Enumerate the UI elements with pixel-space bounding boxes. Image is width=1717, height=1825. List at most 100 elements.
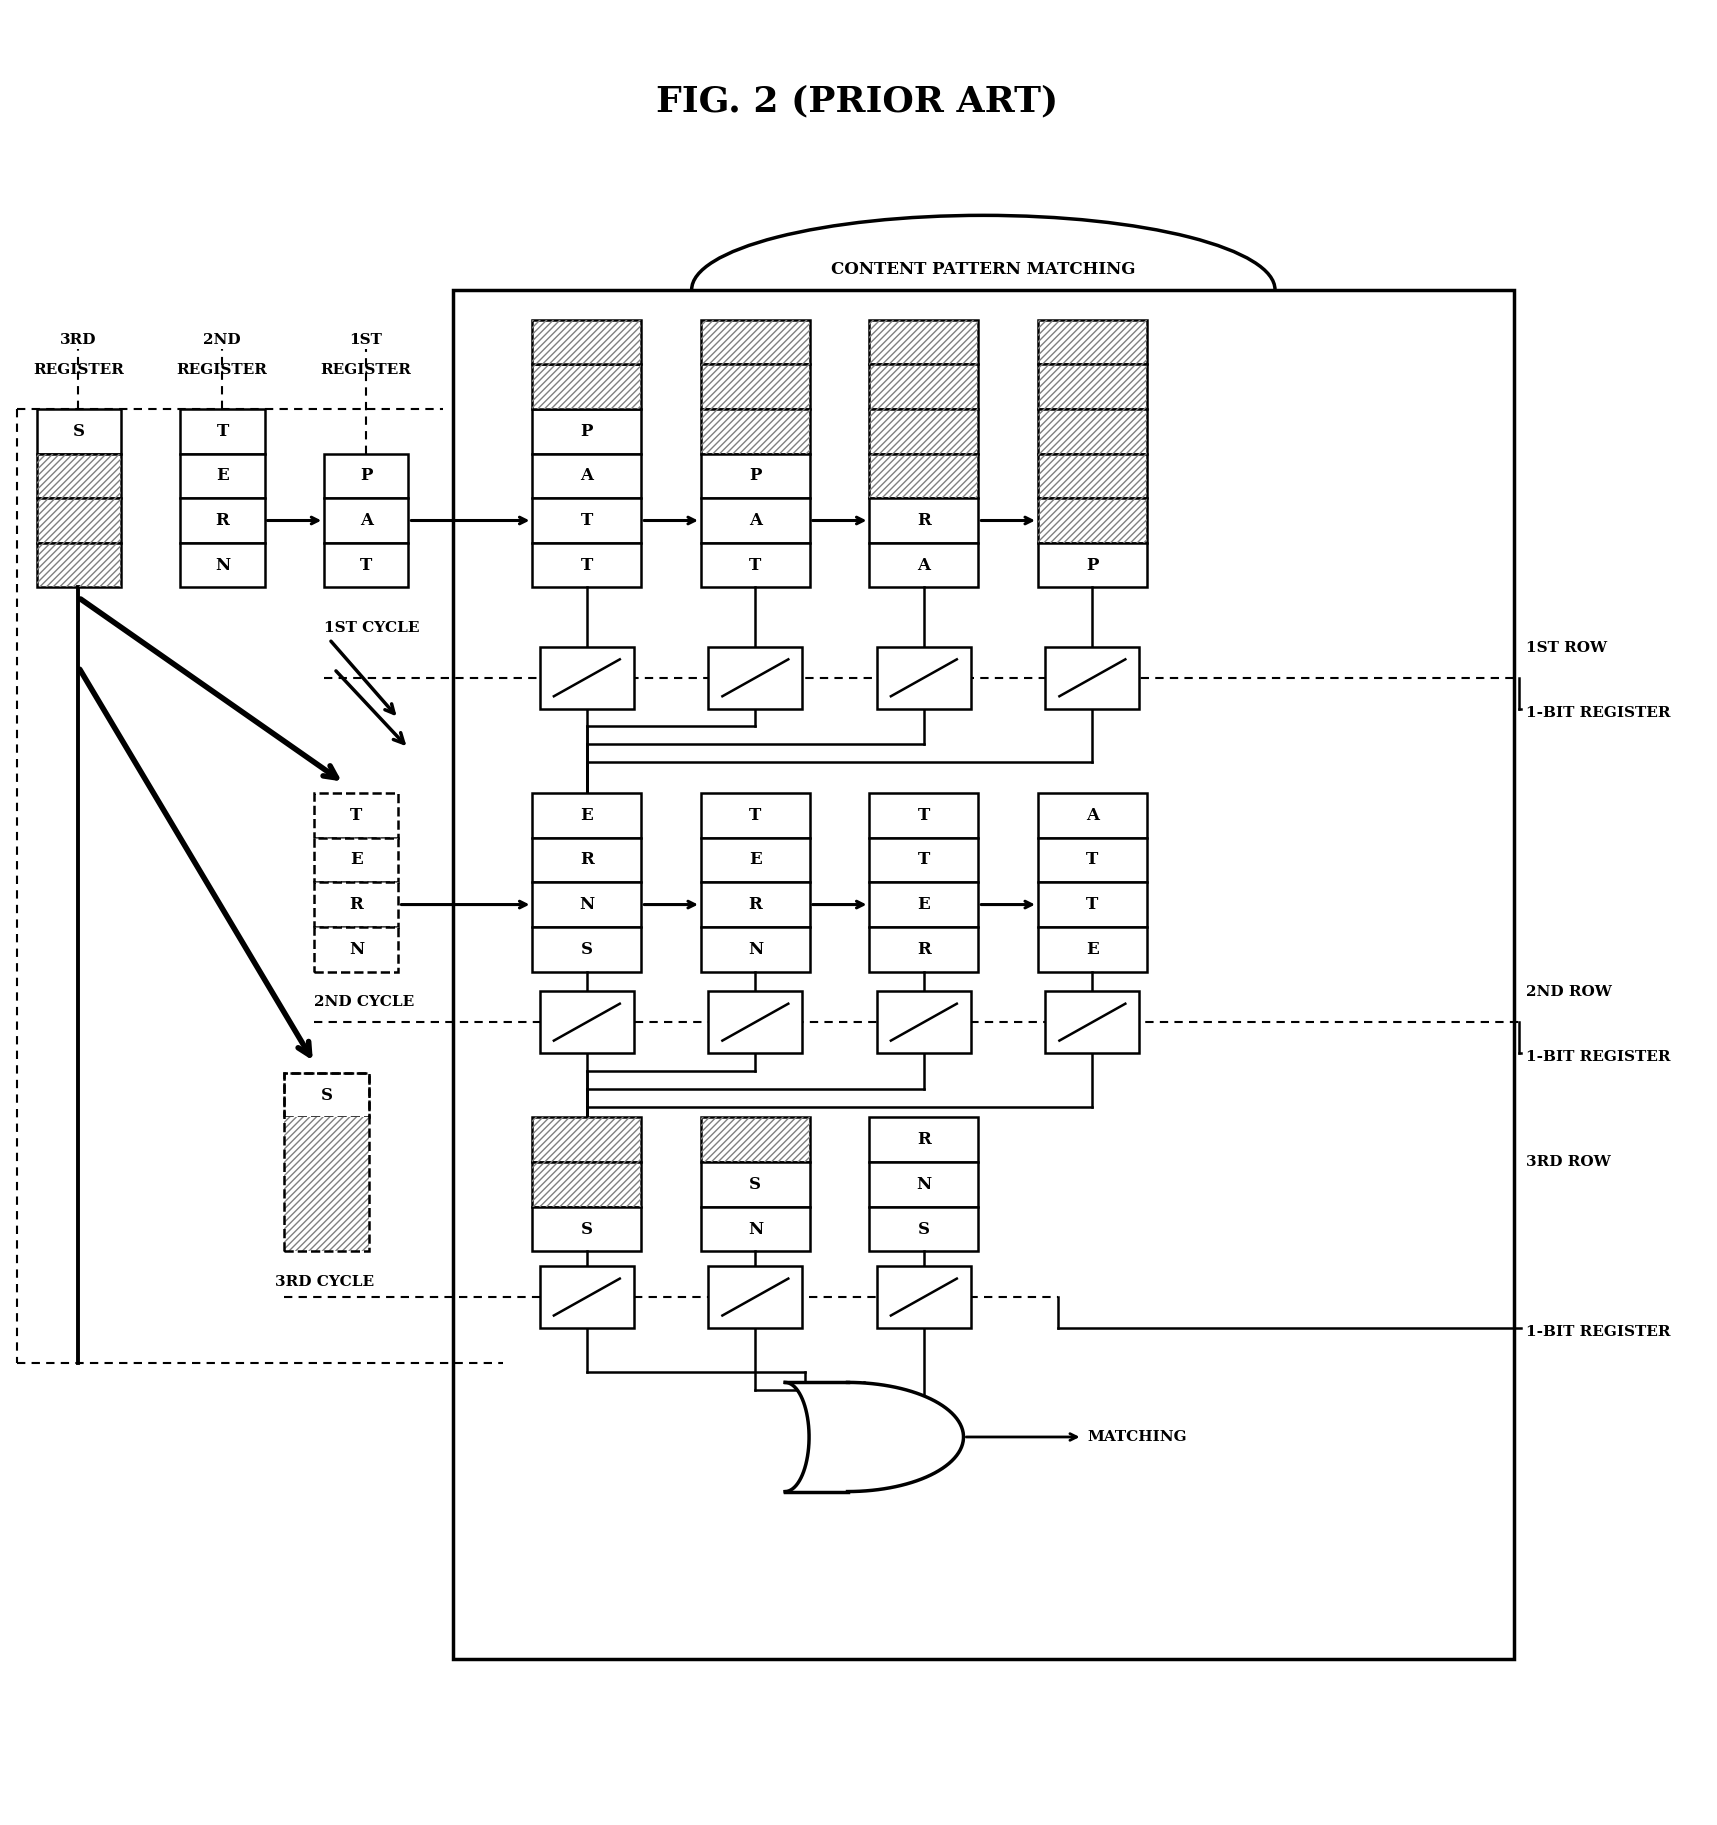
- Text: T: T: [216, 423, 228, 440]
- Bar: [701, 409, 810, 454]
- Bar: [180, 454, 264, 498]
- Bar: [532, 1163, 642, 1206]
- Text: 1-BIT REGISTER: 1-BIT REGISTER: [1525, 1325, 1671, 1340]
- Bar: [1037, 365, 1147, 409]
- Bar: [1037, 881, 1147, 927]
- Text: S: S: [580, 940, 592, 958]
- Text: T: T: [350, 807, 362, 823]
- Bar: [532, 1117, 642, 1163]
- Text: R: R: [216, 513, 230, 529]
- Bar: [532, 792, 642, 838]
- Text: R: R: [917, 1132, 931, 1148]
- Bar: [701, 1117, 810, 1163]
- Bar: [1037, 454, 1147, 498]
- Text: REGISTER: REGISTER: [33, 363, 124, 378]
- Bar: [1037, 498, 1147, 542]
- Bar: [701, 319, 810, 365]
- Bar: [701, 1117, 810, 1163]
- Bar: [532, 1163, 642, 1206]
- Text: E: E: [749, 852, 762, 869]
- Bar: [869, 409, 979, 454]
- Text: E: E: [216, 467, 228, 484]
- Text: S: S: [321, 1086, 333, 1104]
- Bar: [453, 290, 1514, 1659]
- Bar: [1037, 319, 1147, 365]
- Bar: [869, 1206, 979, 1252]
- Text: 1ST CYCLE: 1ST CYCLE: [325, 620, 419, 635]
- Text: CONTENT PATTERN MATCHING: CONTENT PATTERN MATCHING: [831, 261, 1135, 277]
- Bar: [701, 838, 810, 881]
- Bar: [532, 542, 642, 588]
- Text: P: P: [361, 467, 373, 484]
- Bar: [701, 365, 810, 409]
- Text: 2ND ROW: 2ND ROW: [1525, 986, 1612, 1000]
- Bar: [1037, 365, 1147, 409]
- Bar: [1037, 792, 1147, 838]
- Bar: [314, 927, 398, 971]
- Text: N: N: [215, 557, 230, 573]
- Text: 1-BIT REGISTER: 1-BIT REGISTER: [1525, 706, 1671, 719]
- Bar: [314, 792, 398, 838]
- Bar: [869, 927, 979, 971]
- Bar: [869, 409, 979, 454]
- Text: 2ND: 2ND: [203, 334, 240, 347]
- Bar: [701, 365, 810, 409]
- Text: R: R: [917, 940, 931, 958]
- Bar: [36, 542, 120, 588]
- Bar: [1037, 542, 1147, 588]
- Text: A: A: [580, 467, 594, 484]
- Text: T: T: [917, 852, 931, 869]
- Bar: [36, 542, 120, 588]
- Bar: [314, 881, 398, 927]
- Bar: [532, 1206, 642, 1252]
- Bar: [869, 838, 979, 881]
- Text: T: T: [580, 513, 592, 529]
- Text: N: N: [749, 940, 762, 958]
- Bar: [180, 498, 264, 542]
- Bar: [1037, 838, 1147, 881]
- Polygon shape: [785, 1382, 963, 1491]
- Text: 3RD ROW: 3RD ROW: [1525, 1155, 1611, 1170]
- Text: R: R: [917, 513, 931, 529]
- Bar: [285, 1206, 369, 1252]
- Bar: [539, 1267, 634, 1329]
- Text: T: T: [1087, 896, 1099, 912]
- Bar: [869, 365, 979, 409]
- Bar: [869, 365, 979, 409]
- Bar: [707, 648, 802, 708]
- Bar: [1037, 454, 1147, 498]
- Bar: [325, 498, 409, 542]
- Text: N: N: [917, 1175, 931, 1194]
- Bar: [539, 648, 634, 708]
- Bar: [1037, 409, 1147, 454]
- Text: E: E: [580, 807, 592, 823]
- Bar: [532, 881, 642, 927]
- Bar: [869, 319, 979, 365]
- Bar: [36, 409, 120, 454]
- Text: E: E: [1085, 940, 1099, 958]
- Text: T: T: [361, 557, 373, 573]
- Bar: [701, 1206, 810, 1252]
- Bar: [701, 498, 810, 542]
- Bar: [36, 454, 120, 498]
- Bar: [532, 1117, 642, 1163]
- Bar: [180, 409, 264, 454]
- Bar: [285, 1073, 369, 1252]
- Bar: [36, 498, 120, 542]
- Text: S: S: [72, 423, 84, 440]
- Bar: [36, 454, 120, 498]
- Text: T: T: [1087, 852, 1099, 869]
- Bar: [707, 1267, 802, 1329]
- Text: R: R: [580, 852, 594, 869]
- Text: FIG. 2 (PRIOR ART): FIG. 2 (PRIOR ART): [656, 84, 1059, 119]
- Bar: [869, 319, 979, 365]
- Bar: [701, 927, 810, 971]
- Bar: [532, 498, 642, 542]
- Text: MATCHING: MATCHING: [1087, 1431, 1186, 1444]
- Bar: [532, 319, 642, 365]
- Bar: [869, 792, 979, 838]
- Text: P: P: [580, 423, 592, 440]
- Text: A: A: [749, 513, 762, 529]
- Bar: [285, 1163, 369, 1206]
- Bar: [869, 881, 979, 927]
